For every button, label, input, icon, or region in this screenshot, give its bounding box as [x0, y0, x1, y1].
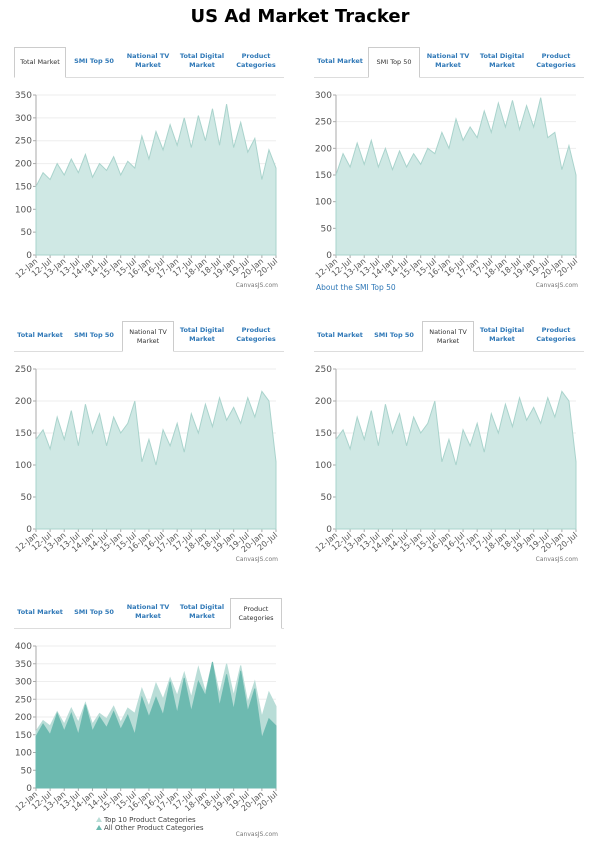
y-tick-label: 0	[326, 251, 332, 261]
y-tick-label: 150	[15, 731, 32, 741]
chart: 05010015020025030035012-Jan12-Jul13-Jan1…	[14, 91, 279, 289]
area	[335, 390, 577, 530]
y-tick-label: 200	[15, 160, 32, 170]
tab[interactable]: SMI Top 50	[74, 56, 114, 65]
y-tick-label: 150	[15, 429, 32, 439]
tab-bar: Total Market SMI Top 50 National TV Market…	[314, 47, 584, 78]
tab[interactable]: National TV Market	[122, 321, 174, 352]
tab[interactable]: Total Market	[17, 330, 63, 339]
tab[interactable]: Product Categories	[236, 326, 276, 343]
watermark: CanvasJS.com	[236, 556, 278, 563]
tab[interactable]: Total Market	[317, 330, 363, 339]
tab[interactable]: Total Market	[17, 607, 63, 616]
y-tick-label: 250	[315, 118, 332, 128]
y-tick-label: 0	[26, 251, 32, 261]
y-tick-label: 100	[315, 198, 332, 208]
tab[interactable]: SMI Top 50	[368, 47, 420, 78]
tab[interactable]: National TV Market	[126, 603, 170, 620]
y-tick-label: 0	[326, 525, 332, 535]
page-title: US Ad Market Tracker	[190, 6, 410, 27]
tab[interactable]: National TV Market	[426, 52, 470, 69]
y-tick-label: 50	[21, 228, 33, 238]
y-tick-label: 50	[321, 224, 333, 234]
area	[35, 390, 277, 530]
y-tick-label: 50	[21, 493, 33, 503]
tab[interactable]: Total Digital Market	[179, 326, 225, 343]
y-tick-label: 250	[15, 695, 32, 705]
y-tick-label: 250	[15, 137, 32, 147]
y-tick-label: 250	[315, 365, 332, 375]
chart: 05010015020025012-Jan12-Jul13-Jan13-Jul1…	[14, 365, 279, 563]
y-tick-label: 100	[15, 205, 32, 215]
y-tick-label: 300	[15, 114, 32, 124]
tab[interactable]: National TV Market	[126, 52, 170, 69]
tab[interactable]: Product Categories	[236, 52, 276, 69]
area	[35, 104, 277, 256]
area	[335, 97, 577, 256]
tab[interactable]: Total Digital Market	[479, 52, 525, 69]
y-tick-label: 100	[315, 461, 332, 471]
tab[interactable]: Total Digital Market	[179, 603, 225, 620]
y-tick-label: 150	[315, 429, 332, 439]
y-tick-label: 350	[15, 660, 32, 670]
tab[interactable]: Total Market	[317, 56, 363, 65]
watermark: CanvasJS.com	[536, 556, 578, 563]
y-tick-label: 400	[15, 642, 32, 652]
y-tick-label: 50	[321, 493, 333, 503]
tab[interactable]: Total Digital Market	[479, 326, 525, 343]
legend-marker	[96, 825, 102, 830]
area	[35, 661, 277, 789]
y-tick-label: 100	[15, 749, 32, 759]
tab[interactable]: Product Categories	[536, 326, 576, 343]
link[interactable]: About the SMI Top 50	[316, 283, 396, 292]
y-tick-label: 150	[315, 171, 332, 181]
tab-bar: Total Market SMI Top 50 National TV Market…	[14, 598, 284, 629]
tab[interactable]: SMI Top 50	[74, 607, 114, 616]
tab-bar: Total Market SMI Top 50 National TV Market…	[314, 321, 584, 352]
y-tick-label: 200	[15, 713, 32, 723]
y-tick-label: 200	[315, 397, 332, 407]
legend-marker	[96, 817, 102, 822]
chart: 05010015020025030012-Jan12-Jul13-Jan13-J…	[314, 91, 579, 289]
y-tick-label: 200	[315, 144, 332, 154]
watermark: CanvasJS.com	[236, 831, 278, 838]
tab[interactable]: SMI Top 50	[74, 330, 114, 339]
tab[interactable]: Total Market	[14, 47, 66, 78]
tab[interactable]: Product Categories	[230, 598, 282, 629]
y-tick-label: 200	[15, 397, 32, 407]
y-tick-label: 300	[15, 678, 32, 688]
chart: 05010015020025030035040012-Jan12-Jul13-J…	[14, 642, 279, 838]
watermark: CanvasJS.com	[236, 282, 278, 289]
y-tick-label: 250	[15, 365, 32, 375]
y-tick-label: 100	[15, 461, 32, 471]
y-tick-label: 150	[15, 182, 32, 192]
tab-bar: Total Market SMI Top 50 National TV Market…	[14, 47, 284, 78]
watermark: CanvasJS.com	[536, 282, 578, 289]
y-tick-label: 350	[15, 91, 32, 101]
tab-bar: Total Market SMI Top 50 National TV Market…	[14, 321, 284, 352]
tab[interactable]: Product Categories	[536, 52, 576, 69]
tab[interactable]: Total Digital Market	[179, 52, 225, 69]
y-tick-label: 0	[26, 525, 32, 535]
y-tick-label: 300	[315, 91, 332, 101]
y-tick-label: 50	[21, 766, 33, 776]
y-tick-label: 0	[26, 784, 32, 794]
legend-label: All Other Product Categories	[104, 824, 204, 832]
tab[interactable]: SMI Top 50	[374, 330, 414, 339]
legend-label: Top 10 Product Categories	[103, 816, 196, 824]
chart: 05010015020025012-Jan12-Jul13-Jan13-Jul1…	[314, 365, 579, 563]
tab[interactable]: National TV Market	[422, 321, 474, 352]
